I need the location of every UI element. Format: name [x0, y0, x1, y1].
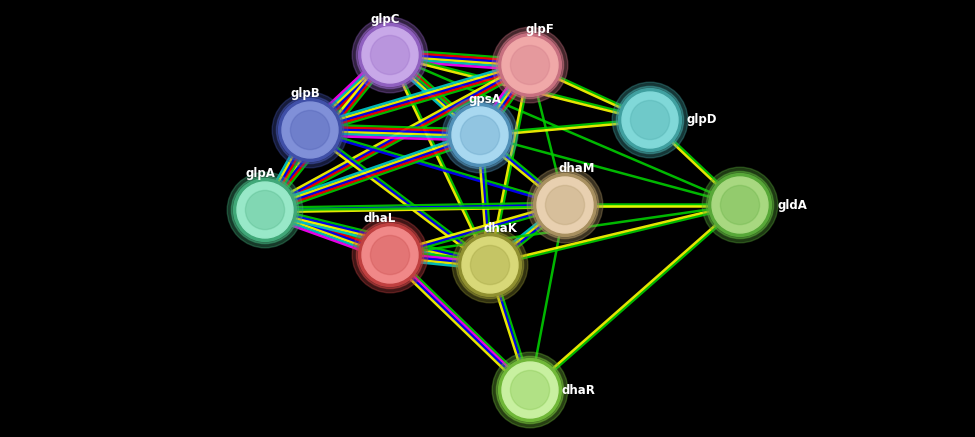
Circle shape [498, 359, 562, 421]
Circle shape [470, 246, 510, 284]
Text: dhaM: dhaM [559, 163, 596, 176]
Text: dhaL: dhaL [364, 212, 396, 225]
Circle shape [496, 31, 564, 99]
Circle shape [279, 99, 341, 161]
Circle shape [357, 222, 423, 288]
Circle shape [362, 227, 418, 283]
Circle shape [712, 177, 768, 233]
Circle shape [709, 173, 771, 236]
Circle shape [448, 104, 511, 166]
Circle shape [458, 234, 522, 296]
Text: dhaR: dhaR [561, 384, 595, 396]
Circle shape [452, 107, 508, 163]
Circle shape [510, 45, 550, 85]
Circle shape [357, 21, 423, 89]
Circle shape [496, 357, 564, 423]
Text: glpA: glpA [245, 167, 275, 180]
Circle shape [370, 35, 410, 75]
Circle shape [545, 185, 585, 225]
Circle shape [352, 217, 428, 293]
Circle shape [533, 173, 597, 236]
Circle shape [359, 24, 421, 87]
Circle shape [227, 172, 303, 248]
Circle shape [702, 167, 778, 243]
Text: gpsA: gpsA [469, 93, 501, 105]
Circle shape [362, 27, 418, 83]
Circle shape [492, 352, 567, 428]
Circle shape [502, 37, 558, 93]
Circle shape [443, 97, 518, 173]
Circle shape [352, 17, 428, 93]
Circle shape [462, 237, 518, 293]
Circle shape [502, 362, 558, 418]
Circle shape [359, 224, 421, 286]
Circle shape [510, 371, 550, 409]
Text: glpF: glpF [526, 22, 555, 35]
Circle shape [282, 102, 338, 158]
Circle shape [631, 101, 670, 139]
Circle shape [619, 89, 682, 151]
Circle shape [447, 101, 514, 169]
Circle shape [452, 227, 527, 303]
Text: glpC: glpC [370, 13, 400, 25]
Circle shape [492, 27, 567, 103]
Circle shape [721, 185, 760, 225]
Circle shape [234, 179, 296, 241]
Circle shape [246, 191, 285, 229]
Circle shape [460, 115, 499, 155]
Circle shape [531, 171, 599, 239]
Text: dhaK: dhaK [483, 222, 517, 236]
Text: glpB: glpB [291, 87, 320, 101]
Circle shape [231, 177, 298, 243]
Circle shape [276, 97, 343, 163]
Circle shape [616, 87, 683, 153]
Circle shape [272, 92, 348, 168]
Circle shape [370, 236, 410, 274]
Text: glpD: glpD [686, 114, 718, 126]
Circle shape [291, 111, 330, 149]
Circle shape [456, 232, 524, 298]
Text: gldA: gldA [777, 198, 807, 212]
Circle shape [622, 92, 678, 148]
Circle shape [707, 171, 773, 239]
Circle shape [237, 182, 293, 238]
Circle shape [537, 177, 593, 233]
Circle shape [612, 82, 687, 158]
Circle shape [498, 34, 562, 97]
Circle shape [527, 167, 603, 243]
